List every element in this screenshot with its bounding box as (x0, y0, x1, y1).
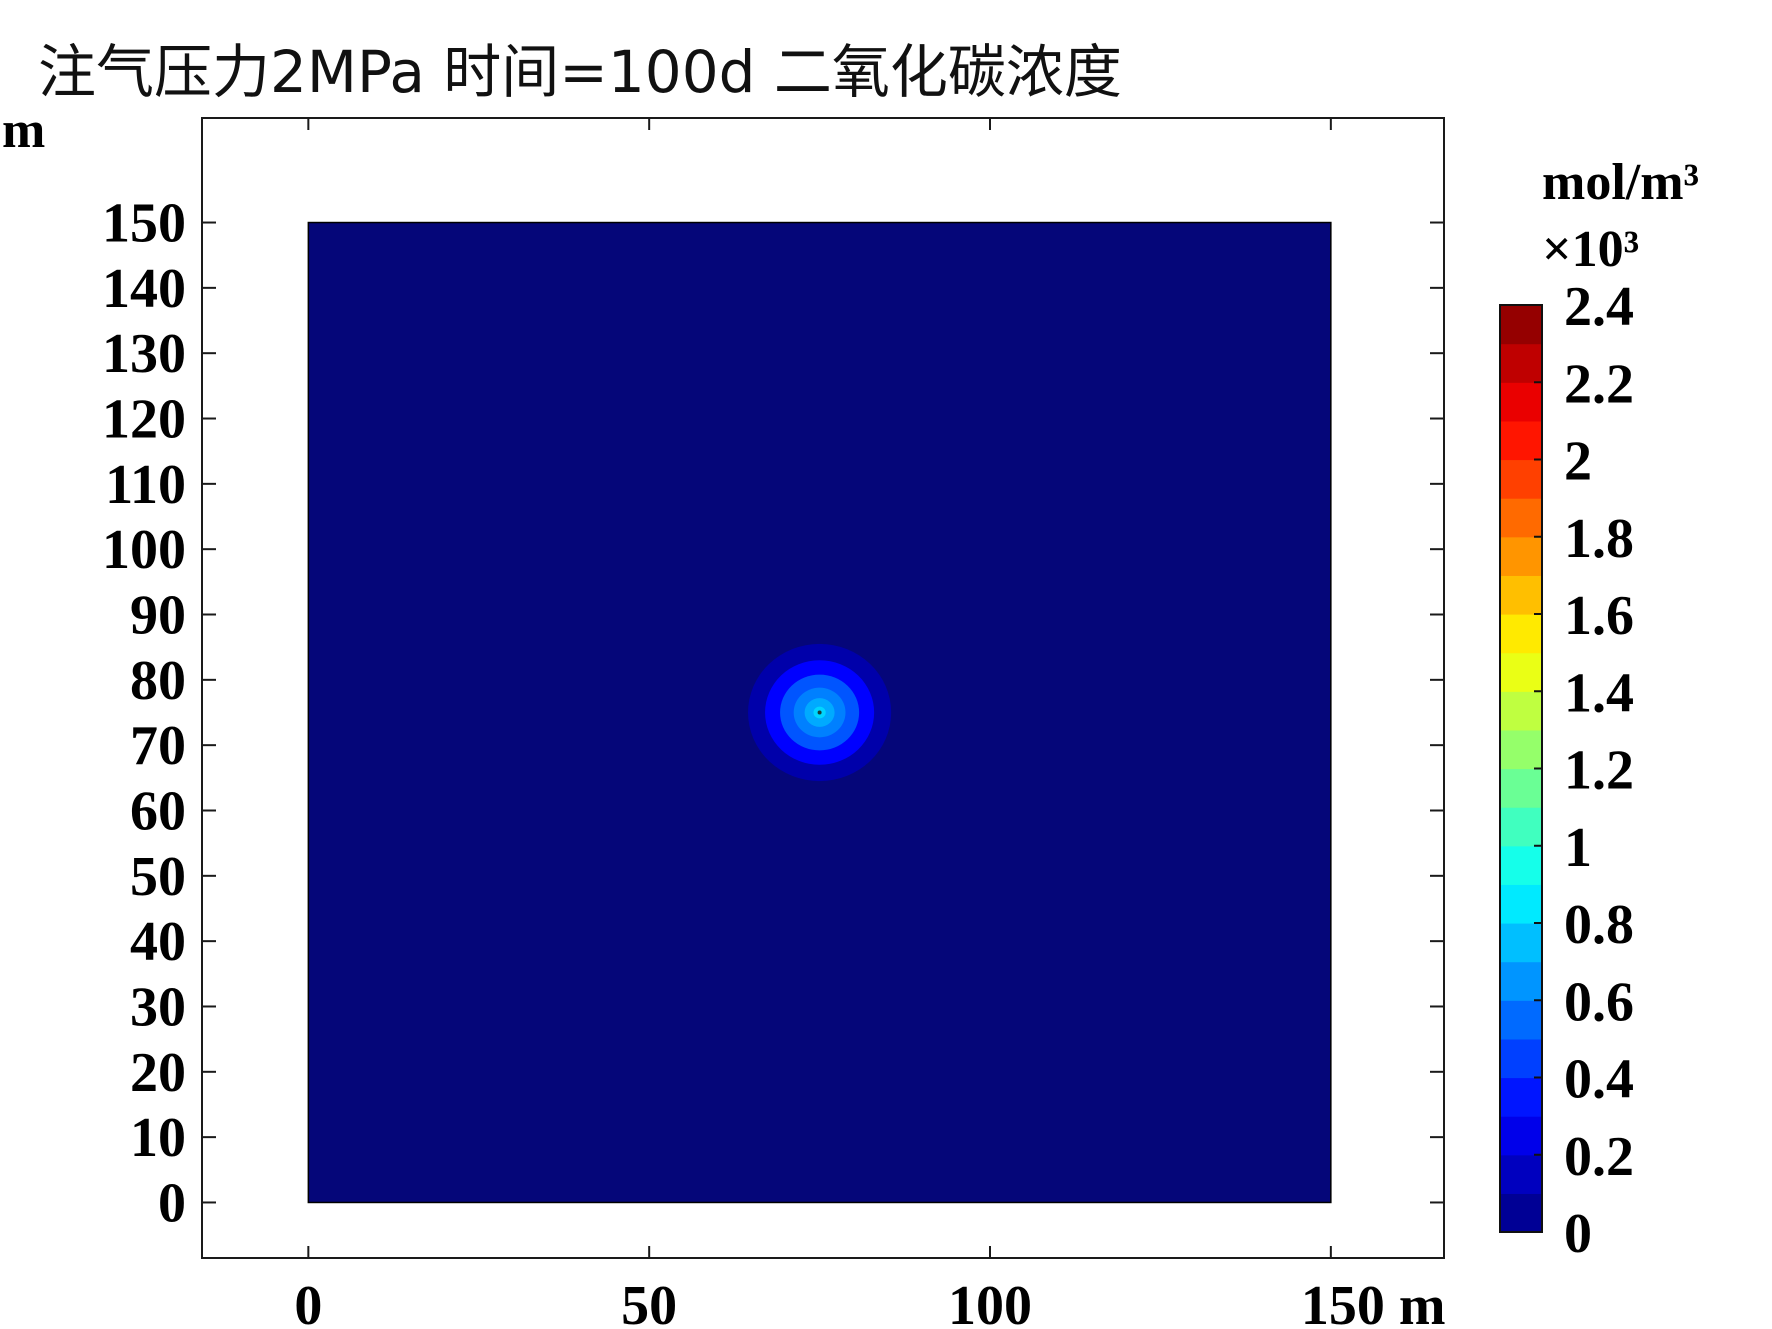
colorbar-segment (1500, 1193, 1542, 1233)
y-tick-label: 90 (130, 585, 186, 647)
colorbar-segment (1500, 1077, 1542, 1117)
colorbar-tick-label: 1.6 (1564, 585, 1634, 647)
colorbar-segment (1500, 420, 1542, 461)
colorbar-segment (1500, 729, 1542, 770)
y-tick-label: 100 (102, 519, 186, 581)
y-tick-label: 140 (102, 258, 186, 320)
y-tick-label: 130 (102, 323, 186, 385)
colorbar-segment (1500, 961, 1542, 1001)
colorbar-segment (1500, 652, 1542, 692)
colorbar-segment (1500, 691, 1542, 731)
x-tick-label: 50 (621, 1275, 677, 1329)
injection-point (817, 710, 822, 715)
colorbar-segment (1500, 768, 1542, 808)
plot-area: 0 50 100 150 m01020304050607080901001101201… (102, 117, 1446, 1329)
colorbar-tick-label: 2.2 (1564, 353, 1634, 415)
y-tick-label: 20 (130, 1042, 186, 1104)
x-tick-label: 0 (294, 1275, 322, 1329)
y-tick-label: 30 (130, 976, 186, 1038)
y-axis-unit: m (2, 102, 45, 159)
colorbar-segment (1500, 536, 1542, 576)
chart-title: 注气压力2MPa 时间=100d 二氧化碳浓度 (38, 38, 1122, 106)
colorbar-tick-label: 0 (1564, 1203, 1592, 1265)
colorbar-segment (1500, 459, 1542, 499)
colorbar-tick-label: 0.2 (1564, 1126, 1634, 1188)
y-tick-label: 0 (158, 1172, 186, 1234)
colorbar-segment (1500, 1116, 1542, 1156)
colorbar-tick-label: 0.6 (1564, 971, 1634, 1033)
y-tick-label: 10 (130, 1107, 186, 1169)
colorbar-tick-label: 1.8 (1564, 508, 1634, 570)
colorbar-segment (1500, 343, 1542, 383)
colorbar: 0 0.2 0.4 0.6 0.8 1 1.2 1.4 1.6 1.8 2 2.2 2.4 (1499, 276, 1634, 1265)
colorbar-tick-label: 1 (1564, 817, 1592, 879)
colorbar-tick-label: 0.8 (1564, 894, 1634, 956)
colorbar-segment (1500, 923, 1542, 963)
x-tick-label: 150 m (1301, 1275, 1446, 1329)
colorbar-segment (1500, 1154, 1542, 1194)
y-tick-label: 50 (130, 846, 186, 908)
y-tick-label: 110 (105, 454, 186, 516)
y-tick-label: 70 (130, 715, 186, 777)
colorbar-segment (1500, 884, 1542, 924)
colorbar-segment (1500, 382, 1542, 422)
colorbar-tick-label: 2.4 (1564, 276, 1634, 338)
colorbar-segment (1500, 575, 1542, 615)
colorbar-segment (1500, 807, 1542, 847)
colorbar-tick-label: 0.4 (1564, 1049, 1634, 1111)
colorbar-tick-label: 1.2 (1564, 740, 1634, 802)
colorbar-segment (1500, 614, 1542, 654)
y-tick-label: 150 (102, 193, 186, 255)
colorbar-segment (1500, 845, 1542, 885)
colorbar-segment (1500, 1038, 1542, 1079)
y-tick-label: 80 (130, 650, 186, 712)
colorbar-segment (1500, 1000, 1542, 1040)
colorbar-multiplier: ×10³ (1542, 221, 1639, 278)
y-tick-label: 60 (130, 780, 186, 842)
y-tick-label: 40 (130, 911, 186, 973)
colorbar-tick-label: 1.4 (1564, 662, 1634, 724)
colorbar-unit: mol/m³ (1542, 154, 1699, 211)
y-tick-label: 120 (102, 389, 186, 451)
colorbar-segment (1500, 498, 1542, 538)
colorbar-tick-label: 2 (1564, 431, 1592, 493)
x-tick-label: 100 (948, 1275, 1032, 1329)
colorbar-segment (1500, 305, 1542, 345)
